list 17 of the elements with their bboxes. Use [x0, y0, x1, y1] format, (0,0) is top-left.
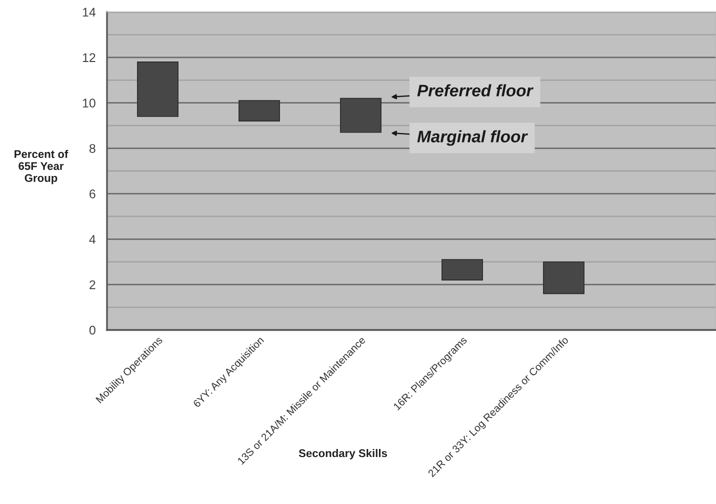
x-axis-title: Secondary Skills: [298, 449, 388, 460]
bar: [238, 100, 280, 122]
y-tick-label: 14: [82, 8, 96, 17]
y-axis-title: Percent of 65F Year Group: [14, 150, 68, 184]
y-tick-label: 6: [90, 190, 96, 198]
bar: [543, 261, 584, 294]
bar: [340, 98, 382, 133]
y-tick-label: 4: [89, 235, 96, 244]
y-tick-label: 12: [82, 53, 96, 62]
y-tick-label: 0: [89, 326, 96, 335]
y-tick-label: 8: [89, 144, 96, 153]
y-tick-label: 2: [90, 280, 96, 290]
bar: [442, 259, 483, 280]
annotation: Marginal floor: [417, 130, 528, 146]
y-tick-label: 10: [82, 98, 96, 108]
annotation: Preferred floor: [417, 84, 534, 96]
bar: [137, 62, 178, 117]
